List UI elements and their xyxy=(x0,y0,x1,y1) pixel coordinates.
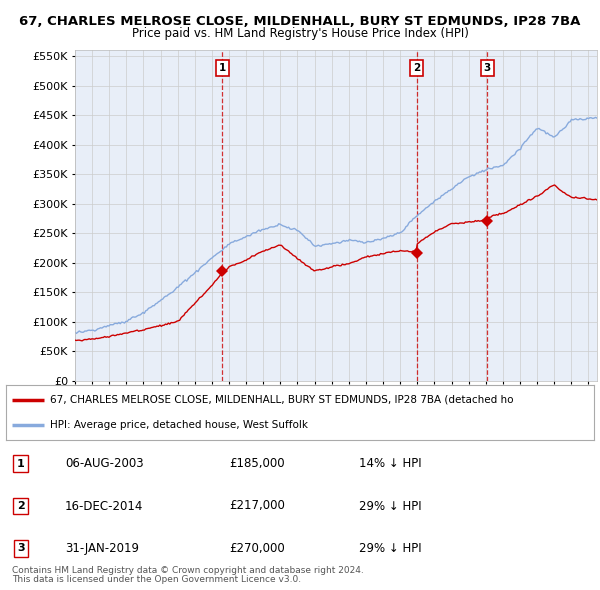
Text: 3: 3 xyxy=(17,543,25,553)
Text: 1: 1 xyxy=(218,63,226,73)
Text: £270,000: £270,000 xyxy=(229,542,285,555)
Text: HPI: Average price, detached house, West Suffolk: HPI: Average price, detached house, West… xyxy=(50,419,308,430)
Text: 2: 2 xyxy=(413,63,420,73)
Text: 06-AUG-2003: 06-AUG-2003 xyxy=(65,457,143,470)
Text: 16-DEC-2014: 16-DEC-2014 xyxy=(65,500,143,513)
Text: £217,000: £217,000 xyxy=(229,500,286,513)
Text: 1: 1 xyxy=(17,459,25,469)
Text: Price paid vs. HM Land Registry's House Price Index (HPI): Price paid vs. HM Land Registry's House … xyxy=(131,27,469,40)
Text: 31-JAN-2019: 31-JAN-2019 xyxy=(65,542,139,555)
Text: £185,000: £185,000 xyxy=(229,457,285,470)
Text: 67, CHARLES MELROSE CLOSE, MILDENHALL, BURY ST EDMUNDS, IP28 7BA (detached ho: 67, CHARLES MELROSE CLOSE, MILDENHALL, B… xyxy=(50,395,514,405)
Text: Contains HM Land Registry data © Crown copyright and database right 2024.: Contains HM Land Registry data © Crown c… xyxy=(12,566,364,575)
Text: 14% ↓ HPI: 14% ↓ HPI xyxy=(359,457,421,470)
Text: This data is licensed under the Open Government Licence v3.0.: This data is licensed under the Open Gov… xyxy=(12,575,301,584)
Text: 3: 3 xyxy=(484,63,491,73)
Text: 29% ↓ HPI: 29% ↓ HPI xyxy=(359,542,421,555)
Text: 2: 2 xyxy=(17,501,25,511)
Text: 29% ↓ HPI: 29% ↓ HPI xyxy=(359,500,421,513)
Text: 67, CHARLES MELROSE CLOSE, MILDENHALL, BURY ST EDMUNDS, IP28 7BA: 67, CHARLES MELROSE CLOSE, MILDENHALL, B… xyxy=(19,15,581,28)
